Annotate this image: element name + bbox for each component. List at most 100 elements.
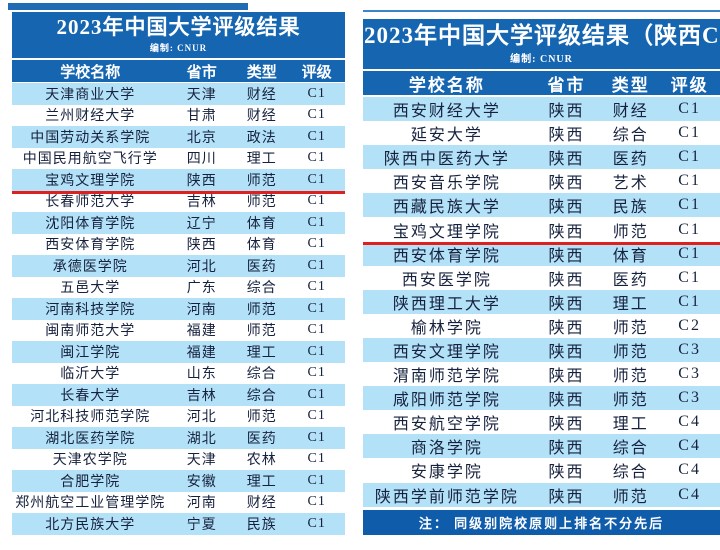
column-header-province: 省市 <box>186 64 217 81</box>
province-cell: 陕西 <box>548 392 585 410</box>
school-name-cell: 合肥学院 <box>60 474 121 490</box>
school-name-cell: 西安文理学院 <box>392 343 501 361</box>
type-cell: 理工 <box>246 345 277 361</box>
school-name-cell: 闽南师范大学 <box>45 324 136 340</box>
school-name-cell: 宝鸡文理学院 <box>45 173 136 189</box>
school-name-cell: 兰州财经大学 <box>45 109 136 125</box>
type-cell: 政法 <box>246 130 277 146</box>
province-cell: 陕西 <box>548 223 585 241</box>
province-cell: 陕西 <box>548 416 585 434</box>
school-name-cell: 榆林学院 <box>410 319 483 337</box>
table-row: 西安音乐学院 陕西 艺术 C1 <box>363 169 720 194</box>
table-row: 湖北医药学院 湖北 医药 C1 <box>12 427 345 449</box>
school-name-cell: 西安航空学院 <box>392 416 501 434</box>
rating-cell: C4 <box>678 437 701 455</box>
table-row: 天津商业大学 天津 财经 C1 <box>12 83 345 105</box>
type-cell: 师范 <box>246 173 277 189</box>
table-row: 西安文理学院 陕西 师范 C3 <box>363 337 720 363</box>
table-row: 西安财经大学 陕西 财经 C1 <box>363 97 720 122</box>
rating-cell: C1 <box>678 196 701 214</box>
table-row: 商洛学院 陕西 综合 C4 <box>363 434 720 459</box>
rating-cell: C1 <box>307 236 326 252</box>
column-header-type: 类型 <box>611 75 650 95</box>
province-cell: 陕西 <box>548 319 585 337</box>
type-cell: 师范 <box>612 392 649 410</box>
type-cell: 医药 <box>612 271 649 289</box>
rating-cell: C1 <box>307 85 326 101</box>
rating-cell: C1 <box>307 494 326 510</box>
top-accent-strip <box>8 3 248 10</box>
table-row: 沈阳体育学院 辽宁 体育 C1 <box>12 212 345 234</box>
table-row: 陕西理工大学 陕西 理工 C1 <box>363 289 720 314</box>
type-cell: 艺术 <box>612 175 649 193</box>
rating-cell: C4 <box>678 461 701 479</box>
school-name-cell: 西安医学院 <box>401 271 492 289</box>
school-name-cell: 长春大学 <box>60 388 121 404</box>
type-cell: 民族 <box>612 199 649 217</box>
table-row: 安康学院 陕西 综合 C4 <box>363 458 720 483</box>
rating-cell: C1 <box>678 292 701 310</box>
school-name-cell: 沈阳体育学院 <box>45 216 136 232</box>
rating-cell: C1 <box>307 386 326 402</box>
rating-cell: C1 <box>678 148 701 166</box>
national-rating-table: 2023年中国大学评级结果 编制: CNUR 学校名称 省市 类型 评级 天津商… <box>12 12 345 550</box>
school-name-cell: 渭南师范学院 <box>392 368 501 386</box>
province-cell: 陕西 <box>548 368 585 386</box>
school-name-cell: 长春师范大学 <box>45 195 136 211</box>
province-cell: 陕西 <box>548 175 585 193</box>
rating-cell: C1 <box>307 343 326 359</box>
type-cell: 师范 <box>612 488 649 506</box>
province-cell: 甘肃 <box>186 109 217 125</box>
table-row: 郑州航空工业管理学院 河南 财经 C1 <box>12 491 345 513</box>
table-row <box>12 534 345 550</box>
school-name-cell: 承德医学院 <box>52 259 128 275</box>
type-cell: 财经 <box>612 103 649 121</box>
type-cell: 体育 <box>246 216 277 232</box>
province-cell: 陕西 <box>186 238 217 254</box>
right-table-title: 2023年中国大学评级结果（陕西C类） <box>364 22 720 48</box>
table-row: 中国民用航空飞行学 四川 理工 C1 <box>12 147 345 169</box>
school-name-cell: 咸阳师范学院 <box>392 392 501 410</box>
table-row: 河南科技学院 河南 师范 C1 <box>12 298 345 320</box>
table-row: 五邑大学 广东 综合 C1 <box>12 276 345 298</box>
school-name-cell: 西安财经大学 <box>392 103 501 121</box>
province-cell: 山东 <box>186 367 217 383</box>
province-cell: 陕西 <box>548 440 585 458</box>
right-table-rows: 西安财经大学 陕西 财经 C1 延安大学 陕西 综合 C1 陕西中医药大学 陕西 医药 C1 西安音乐学… <box>363 97 720 507</box>
type-cell: 综合 <box>246 281 277 297</box>
type-cell: 医药 <box>246 431 277 447</box>
province-cell: 陕西 <box>548 464 585 482</box>
province-cell: 天津 <box>186 453 217 469</box>
school-name-cell: 陕西中医药大学 <box>383 151 510 169</box>
rating-cell: C1 <box>678 244 701 262</box>
school-name-cell: 西安音乐学院 <box>392 175 501 193</box>
school-name-cell: 西安体育学院 <box>392 247 501 265</box>
province-cell: 陕西 <box>548 151 585 169</box>
rating-cell: C1 <box>307 279 326 295</box>
school-name-cell: 北方民族大学 <box>45 517 136 533</box>
table-row: 榆林学院 陕西 师范 C2 <box>363 313 720 338</box>
rating-cell: C1 <box>307 429 326 445</box>
rating-cell: C3 <box>678 389 701 407</box>
right-table-title-block: 2023年中国大学评级结果（陕西C类） 编制: CNUR <box>363 19 720 69</box>
rating-cell: C1 <box>307 150 326 166</box>
type-cell: 综合 <box>246 367 277 383</box>
type-cell: 理工 <box>246 474 277 490</box>
table-row: 合肥学院 安徽 理工 C1 <box>12 470 345 492</box>
province-cell: 河北 <box>186 410 217 426</box>
shaanxi-c-rating-table: 2023年中国大学评级结果（陕西C类） 编制: CNUR 学校名称 省市 类型 … <box>363 19 720 550</box>
rating-cell: C1 <box>307 322 326 338</box>
school-name-cell: 河南科技学院 <box>45 302 136 318</box>
province-cell: 辽宁 <box>186 216 217 232</box>
table-row: 兰州财经大学 甘肃 财经 C1 <box>12 104 345 126</box>
type-cell: 财经 <box>246 87 277 103</box>
province-cell: 陕西 <box>548 488 585 506</box>
province-cell: 陕西 <box>548 103 585 121</box>
rating-cell: C1 <box>307 472 326 488</box>
table-row: 长春大学 吉林 综合 C1 <box>12 384 345 406</box>
table-row: 长春师范大学 吉林 师范 C1 <box>12 190 345 212</box>
table-row: 陕西学前师范学院 陕西 师范 C4 <box>363 482 720 507</box>
rating-cell: C1 <box>678 268 701 286</box>
right-table-credit: 编制: CNUR <box>510 54 573 66</box>
